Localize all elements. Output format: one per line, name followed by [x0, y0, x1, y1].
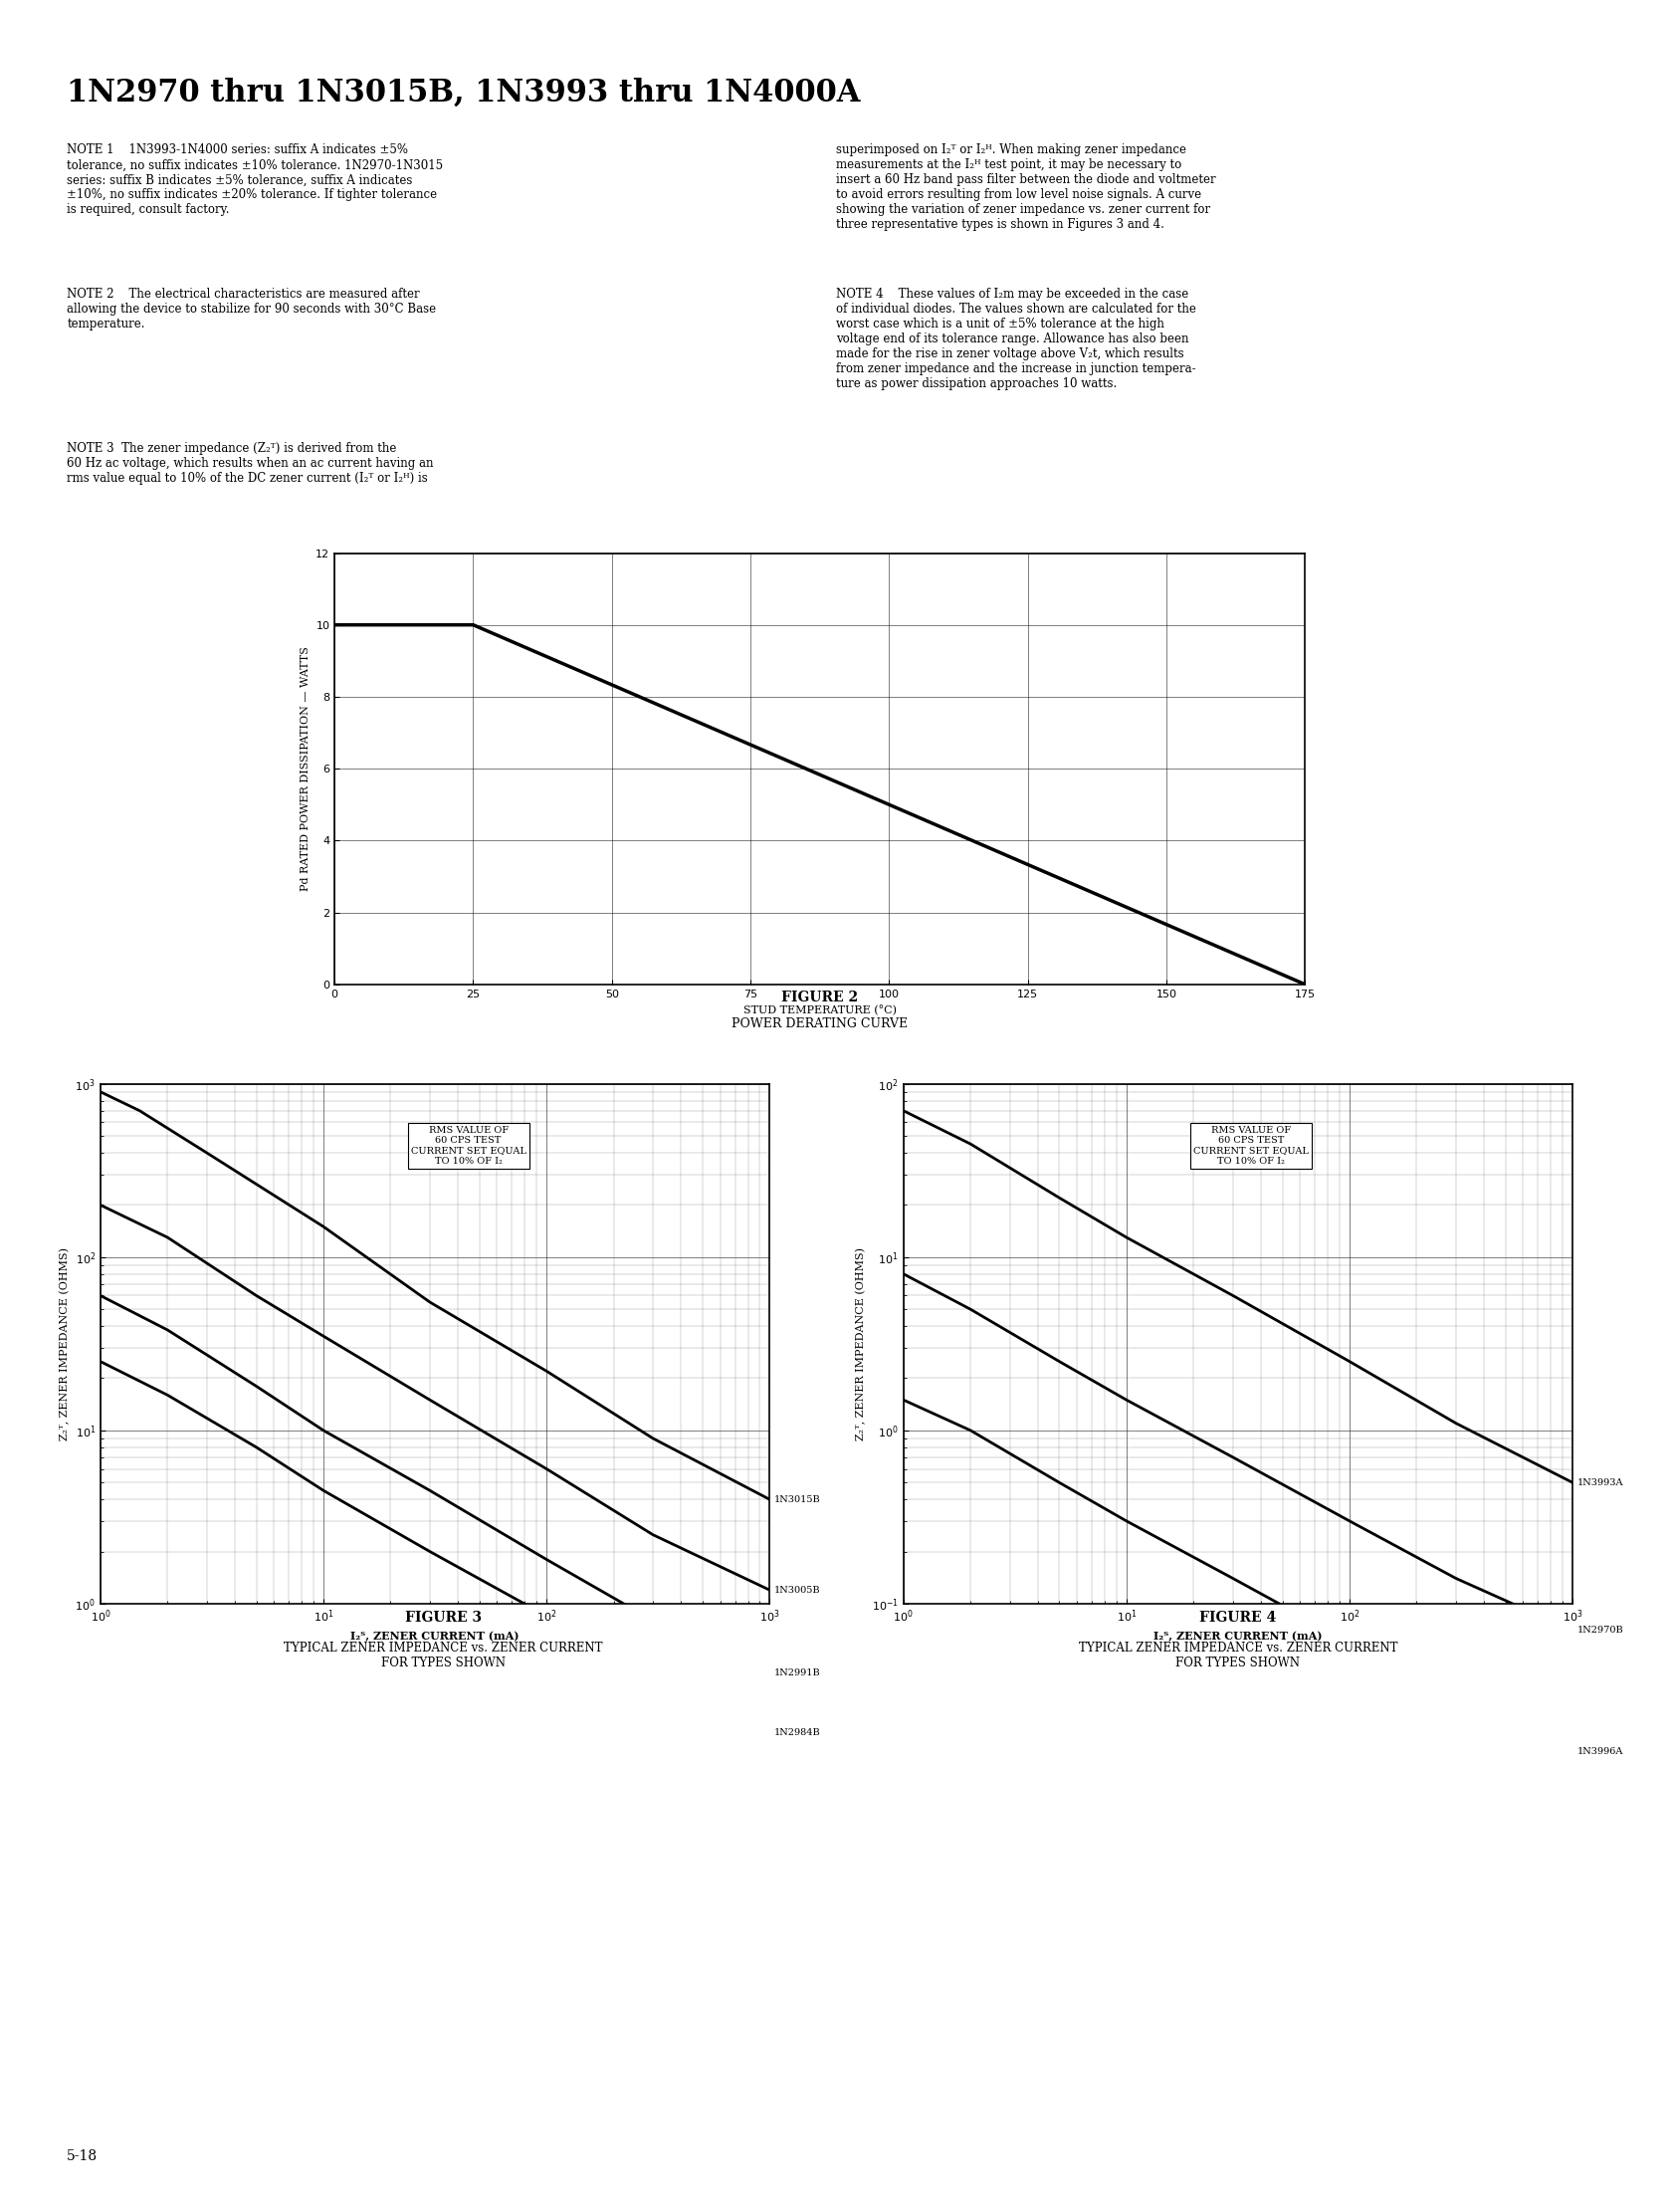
Y-axis label: Z₂ᵀ, ZENER IMPEDANCE (OHMS): Z₂ᵀ, ZENER IMPEDANCE (OHMS) [59, 1248, 70, 1440]
Text: FIGURE 3: FIGURE 3 [405, 1610, 482, 1624]
Text: superimposed on I₂ᵀ or I₂ᴴ. When making zener impedance
measurements at the I₂ᴴ : superimposed on I₂ᵀ or I₂ᴴ. When making … [836, 144, 1216, 232]
Text: 5-18: 5-18 [67, 2150, 99, 2163]
Y-axis label: Z₂ᵀ, ZENER IMPEDANCE (OHMS): Z₂ᵀ, ZENER IMPEDANCE (OHMS) [856, 1248, 866, 1440]
Text: NOTE 1    1N3993-1N4000 series: suffix A indicates ±5%
tolerance, no suffix indi: NOTE 1 1N3993-1N4000 series: suffix A in… [67, 144, 443, 217]
Text: 1N3005B: 1N3005B [774, 1586, 821, 1595]
Text: 1N2991B: 1N2991B [774, 1668, 821, 1677]
Text: NOTE 2    The electrical characteristics are measured after
allowing the device : NOTE 2 The electrical characteristics ar… [67, 288, 436, 330]
Text: 1N3996A: 1N3996A [1577, 1747, 1622, 1756]
Text: 1N2984B: 1N2984B [774, 1728, 821, 1736]
Text: 1N3015B: 1N3015B [774, 1495, 821, 1504]
Text: 1N3993A: 1N3993A [1577, 1478, 1622, 1486]
Text: NOTE 4    These values of I₂m may be exceeded in the case
of individual diodes. : NOTE 4 These values of I₂m may be exceed… [836, 288, 1195, 389]
Text: POWER DERATING CURVE: POWER DERATING CURVE [731, 1018, 908, 1031]
Text: 1N2970B: 1N2970B [1577, 1626, 1624, 1635]
X-axis label: I₂ᵀ, ZENER CURRENT (mA): I₂ᵀ, ZENER CURRENT (mA) [1154, 1630, 1321, 1641]
Text: TYPICAL ZENER IMPEDANCE vs. ZENER CURRENT
FOR TYPES SHOWN: TYPICAL ZENER IMPEDANCE vs. ZENER CURREN… [284, 1641, 602, 1670]
Text: NOTE 3  The zener impedance (Z₂ᵀ) is derived from the
60 Hz ac voltage, which re: NOTE 3 The zener impedance (Z₂ᵀ) is deri… [67, 442, 433, 484]
X-axis label: I₂ᵀ, ZENER CURRENT (mA): I₂ᵀ, ZENER CURRENT (mA) [351, 1630, 518, 1641]
Text: RMS VALUE OF
60 CPS TEST
CURRENT SET EQUAL
TO 10% OF I₂: RMS VALUE OF 60 CPS TEST CURRENT SET EQU… [1192, 1126, 1309, 1166]
Y-axis label: Pd RATED POWER DISSIPATION — WATTS: Pd RATED POWER DISSIPATION — WATTS [299, 646, 309, 891]
Text: 1N2970 thru 1N3015B, 1N3993 thru 1N4000A: 1N2970 thru 1N3015B, 1N3993 thru 1N4000A [67, 77, 859, 108]
Text: FIGURE 4: FIGURE 4 [1199, 1610, 1276, 1624]
X-axis label: STUD TEMPERATURE (°C): STUD TEMPERATURE (°C) [742, 1004, 896, 1015]
Text: RMS VALUE OF
60 CPS TEST
CURRENT SET EQUAL
TO 10% OF I₂: RMS VALUE OF 60 CPS TEST CURRENT SET EQU… [410, 1126, 527, 1166]
Text: TYPICAL ZENER IMPEDANCE vs. ZENER CURRENT
FOR TYPES SHOWN: TYPICAL ZENER IMPEDANCE vs. ZENER CURREN… [1078, 1641, 1396, 1670]
Text: FIGURE 2: FIGURE 2 [781, 991, 858, 1004]
